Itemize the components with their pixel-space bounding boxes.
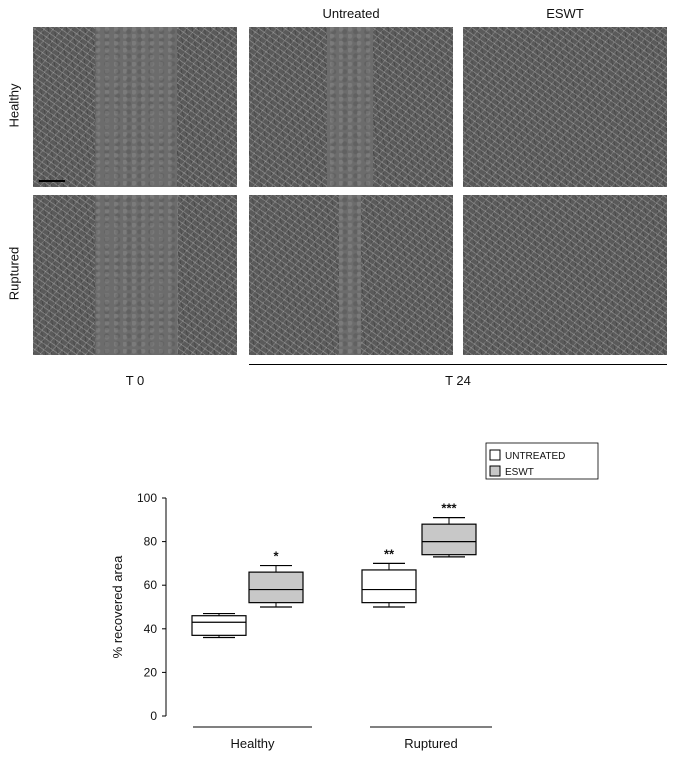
y-tick-label-60: 60 <box>144 578 158 592</box>
eswt-ruptured-box <box>421 523 477 556</box>
t24-bracket-line <box>249 364 667 365</box>
micrograph-healthy-t0 <box>33 27 237 187</box>
y-tick-label-0: 0 <box>150 709 157 723</box>
col-header-untreated: Untreated <box>322 6 380 21</box>
micrograph-healthy-eswt <box>463 27 667 187</box>
row-label-ruptured: Ruptured <box>6 246 22 301</box>
group-label-ruptured: Ruptured <box>404 736 457 751</box>
legend-box <box>485 442 599 480</box>
legend-swatch-untreated <box>489 449 501 461</box>
untreated-ruptured-box <box>361 569 417 604</box>
y-tick-label-100: 100 <box>137 491 157 505</box>
legend-label-untreated: UNTREATED <box>505 451 565 462</box>
col-header-eswt: ESWT <box>546 6 584 21</box>
group-label-healthy: Healthy <box>230 736 275 751</box>
eswt-healthy-box <box>248 571 304 604</box>
y-tick-label-80: 80 <box>144 535 158 549</box>
y-tick-label-40: 40 <box>144 622 158 636</box>
time-label-t0: T 0 <box>125 373 145 388</box>
micrograph-ruptured-eswt <box>463 195 667 355</box>
legend-label-eswt: ESWT <box>505 467 534 478</box>
micrograph-healthy-untreated <box>249 27 453 187</box>
row-label-healthy: Healthy <box>6 83 22 128</box>
micrograph-ruptured-untreated <box>249 195 453 355</box>
time-label-t24: T 24 <box>445 373 471 388</box>
untreated-healthy-box <box>191 615 247 636</box>
scale-bar <box>39 180 65 182</box>
legend-swatch-eswt <box>489 465 501 477</box>
micrograph-ruptured-t0 <box>33 195 237 355</box>
untreated-ruptured-significance: ** <box>384 546 395 561</box>
eswt-ruptured-significance: *** <box>441 501 457 516</box>
eswt-healthy-significance: * <box>273 549 279 564</box>
y-tick-label-20: 20 <box>144 665 158 679</box>
y-axis-label: % recovered area <box>110 555 125 658</box>
